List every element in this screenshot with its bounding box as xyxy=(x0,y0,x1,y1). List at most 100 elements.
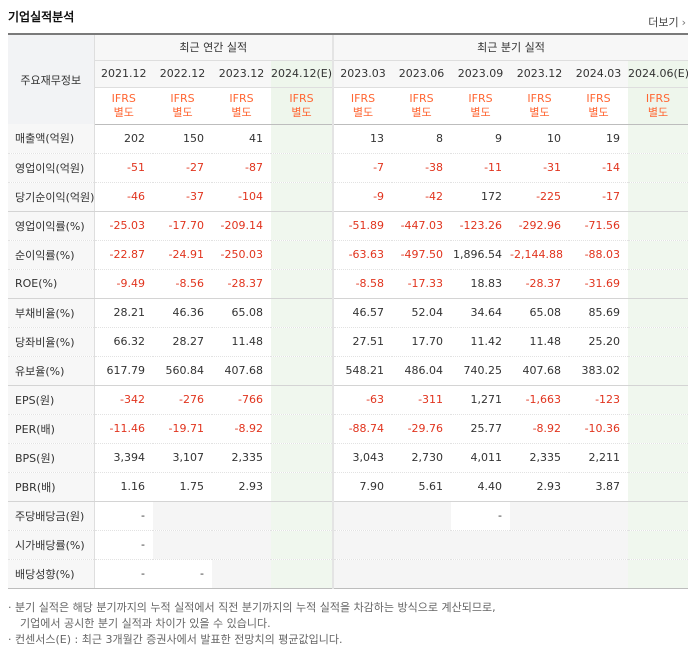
table-cell: 28.27 xyxy=(153,327,212,357)
table-cell xyxy=(510,559,570,589)
table-cell: 25.77 xyxy=(451,414,511,444)
table-row: 당기순이익(억원) -46 -37 -104 -9 -42 172 -225 -17 xyxy=(8,182,689,212)
table-cell: 2,211 xyxy=(569,443,629,473)
table-cell: 34.64 xyxy=(451,298,511,328)
table-cell: 2,730 xyxy=(392,443,452,473)
table-cell: -38 xyxy=(392,153,452,183)
table-cell: -22.87 xyxy=(94,240,153,270)
row-label: 매출액(억원) xyxy=(8,124,95,154)
table-cell: -63 xyxy=(332,385,393,415)
table-cell: 19 xyxy=(569,124,629,154)
table-cell: 4.40 xyxy=(451,472,511,502)
row-label: 영업이익률(%) xyxy=(8,211,95,241)
table-cell: 383.02 xyxy=(569,356,629,386)
table-cell: -9 xyxy=(332,182,393,212)
row-label: 순이익률(%) xyxy=(8,240,95,270)
separate-basis-label: 별도 xyxy=(291,105,312,119)
table-cell: -104 xyxy=(212,182,271,212)
table-cell: -24.91 xyxy=(153,240,212,270)
table-cell: 3.87 xyxy=(569,472,629,502)
table-cell: -1,663 xyxy=(510,385,570,415)
row-label: 시가배당률(%) xyxy=(8,530,95,560)
table-cell: 2,335 xyxy=(212,443,271,473)
table-row: 매출액(억원) 202 150 41 13 8 9 10 19 xyxy=(8,124,689,154)
more-link[interactable]: 더보기 › xyxy=(648,14,686,30)
table-cell xyxy=(628,559,689,589)
table-cell xyxy=(271,414,334,444)
ifrs-basis-header: IFRS 별도 xyxy=(510,86,570,125)
table-cell: 65.08 xyxy=(510,298,570,328)
table-cell xyxy=(271,356,334,386)
table-cell: 17.70 xyxy=(392,327,452,357)
table-cell: -10.36 xyxy=(569,414,629,444)
table-cell: -42 xyxy=(392,182,452,212)
table-cell xyxy=(628,472,689,502)
table-cell: 1,896.54 xyxy=(451,240,511,270)
footnote-1-text: 분기 실적은 해당 분기까지의 누적 실적에서 직전 분기까지의 누적 실적을 … xyxy=(15,601,496,614)
ifrs-basis-header: IFRS 별도 xyxy=(569,86,629,125)
financial-summary-table: 주요재무정보 최근 연간 실적 최근 분기 실적 2021.12 2022.12 2… xyxy=(8,33,689,589)
table-cell xyxy=(392,530,452,560)
table-cell: -225 xyxy=(510,182,570,212)
table-cell xyxy=(153,501,212,531)
row-label: 유보율(%) xyxy=(8,356,95,386)
period-header: 2023.09 xyxy=(451,59,511,87)
table-cell xyxy=(332,530,393,560)
table-cell: -123.26 xyxy=(451,211,511,241)
table-cell xyxy=(271,327,334,357)
table-cell xyxy=(392,501,452,531)
table-cell: -497.50 xyxy=(392,240,452,270)
table-cell: -7 xyxy=(332,153,393,183)
ifrs-label: IFRS xyxy=(350,91,376,105)
table-cell: 172 xyxy=(451,182,511,212)
table-cell: -31.69 xyxy=(569,269,629,299)
table-row: 배당성향(%) - - xyxy=(8,559,689,589)
table-cell: 65.08 xyxy=(212,298,271,328)
ifrs-basis-header: IFRS 별도 xyxy=(271,86,334,125)
period-header: 2023.03 xyxy=(332,59,393,87)
table-cell: -17 xyxy=(569,182,629,212)
ifrs-basis-header: IFRS 별도 xyxy=(628,86,689,125)
table-cell: 10 xyxy=(510,124,570,154)
table-cell: 407.68 xyxy=(510,356,570,386)
more-label[interactable]: 더보기 xyxy=(648,16,679,29)
table-cell xyxy=(271,530,334,560)
section-title: 기업실적분석 xyxy=(8,10,75,24)
separate-basis-label: 별도 xyxy=(647,105,669,119)
period-header: 2021.12 xyxy=(94,59,153,87)
table-cell: - xyxy=(153,559,212,589)
table-cell xyxy=(628,124,689,154)
table-cell xyxy=(271,182,334,212)
table-cell xyxy=(628,443,689,473)
annual-group-header: 최근 연간 실적 xyxy=(94,33,334,60)
row-label: PER(배) xyxy=(8,414,95,444)
footnote-1: · 분기 실적은 해당 분기까지의 누적 실적에서 직전 분기까지의 누적 실적… xyxy=(8,601,496,614)
row-label: PBR(배) xyxy=(8,472,95,502)
table-cell: -276 xyxy=(153,385,212,415)
table-cell xyxy=(212,501,271,531)
table-cell: -88.74 xyxy=(332,414,393,444)
table-cell: -88.03 xyxy=(569,240,629,270)
table-cell: 41 xyxy=(212,124,271,154)
table-cell: 548.21 xyxy=(332,356,393,386)
table-cell: -11 xyxy=(451,153,511,183)
table-cell xyxy=(212,530,271,560)
table-row: EPS(원) -342 -276 -766 -63 -311 1,271 -1,663 -123 xyxy=(8,385,689,415)
table-cell: 150 xyxy=(153,124,212,154)
table-cell: 46.57 xyxy=(332,298,393,328)
table-cell xyxy=(628,182,689,212)
table-cell: -14 xyxy=(569,153,629,183)
separate-basis-label: 별도 xyxy=(588,105,609,119)
footnote-1-cont: 기업에서 공시한 분기 실적과 차이가 있을 수 있습니다. xyxy=(20,617,271,630)
table-cell: -8.56 xyxy=(153,269,212,299)
table-cell xyxy=(271,472,334,502)
chevron-right-icon: › xyxy=(681,16,686,29)
table-cell: -8.92 xyxy=(212,414,271,444)
ifrs-basis-header: IFRS 별도 xyxy=(392,86,452,125)
table-cell xyxy=(628,298,689,328)
table-cell: 2.93 xyxy=(510,472,570,502)
footnote-2: · 컨센서스(E) : 최근 3개월간 증권사에서 발표한 전망치의 평균값입니… xyxy=(8,633,343,646)
table-cell: - xyxy=(94,501,153,531)
period-header: 2023.12 xyxy=(212,59,271,87)
period-header: 2024.06(E) xyxy=(628,59,689,87)
